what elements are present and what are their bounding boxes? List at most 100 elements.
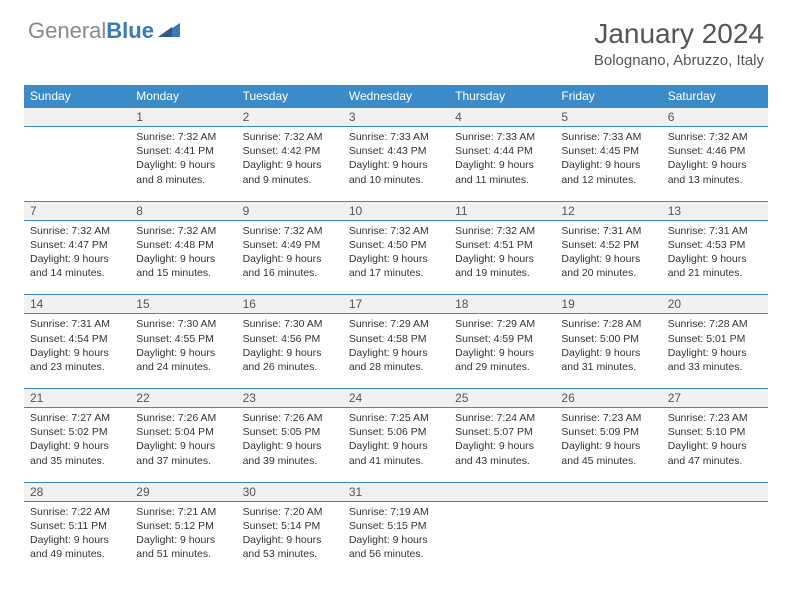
day-cell: Sunrise: 7:28 AMSunset: 5:00 PMDaylight:… [555,314,661,380]
day-number: 10 [343,202,449,220]
sunrise-text: Sunrise: 7:21 AM [136,505,230,519]
day-cell: Sunrise: 7:29 AMSunset: 4:59 PMDaylight:… [449,314,555,380]
day-number: 1 [130,108,236,126]
day-cell: Sunrise: 7:28 AMSunset: 5:01 PMDaylight:… [662,314,768,380]
day-cell: Sunrise: 7:23 AMSunset: 5:09 PMDaylight:… [555,408,661,474]
sunrise-text: Sunrise: 7:32 AM [243,224,337,238]
day-cell: Sunrise: 7:29 AMSunset: 4:58 PMDaylight:… [343,314,449,380]
sunset-text: Sunset: 4:41 PM [136,144,230,158]
weekday-header: Sunday [24,85,130,108]
sunset-text: Sunset: 4:55 PM [136,332,230,346]
sunset-text: Sunset: 4:45 PM [561,144,655,158]
daylight-text: Daylight: 9 hours [136,533,230,547]
sunrise-text: Sunrise: 7:32 AM [243,130,337,144]
sunset-text: Sunset: 5:01 PM [668,332,762,346]
weekday-header: Friday [555,85,661,108]
daylight-text: Daylight: 9 hours [455,252,549,266]
day-number: 9 [237,202,343,220]
daylight-text: and 8 minutes. [136,173,230,187]
daylight-text: and 45 minutes. [561,454,655,468]
sunrise-text: Sunrise: 7:33 AM [349,130,443,144]
day-number: 21 [24,389,130,407]
sunrise-text: Sunrise: 7:27 AM [30,411,124,425]
day-number-row: 21222324252627 [24,389,768,408]
day-cell: Sunrise: 7:22 AMSunset: 5:11 PMDaylight:… [24,502,130,568]
sunrise-text: Sunrise: 7:26 AM [136,411,230,425]
day-content-row: Sunrise: 7:32 AMSunset: 4:41 PMDaylight:… [24,127,768,202]
day-cell: Sunrise: 7:32 AMSunset: 4:42 PMDaylight:… [237,127,343,193]
sunrise-text: Sunrise: 7:29 AM [349,317,443,331]
daylight-text: and 14 minutes. [30,266,124,280]
weekday-header: Thursday [449,85,555,108]
day-cell: Sunrise: 7:31 AMSunset: 4:53 PMDaylight:… [662,221,768,287]
sunset-text: Sunset: 4:54 PM [30,332,124,346]
sunrise-text: Sunrise: 7:33 AM [561,130,655,144]
day-number-row: 28293031... [24,482,768,501]
sunrise-text: Sunrise: 7:32 AM [455,224,549,238]
day-cell: Sunrise: 7:33 AMSunset: 4:44 PMDaylight:… [449,127,555,193]
daylight-text: and 9 minutes. [243,173,337,187]
sunrise-text: Sunrise: 7:33 AM [455,130,549,144]
day-number: 25 [449,389,555,407]
daylight-text: and 37 minutes. [136,454,230,468]
daylight-text: Daylight: 9 hours [349,533,443,547]
daylight-text: and 16 minutes. [243,266,337,280]
sunrise-text: Sunrise: 7:31 AM [668,224,762,238]
daylight-text: Daylight: 9 hours [136,252,230,266]
day-number: 8 [130,202,236,220]
sunrise-text: Sunrise: 7:29 AM [455,317,549,331]
sunrise-text: Sunrise: 7:32 AM [30,224,124,238]
sunset-text: Sunset: 4:56 PM [243,332,337,346]
daylight-text: Daylight: 9 hours [349,158,443,172]
day-number: 27 [662,389,768,407]
daylight-text: Daylight: 9 hours [136,439,230,453]
day-cell: Sunrise: 7:24 AMSunset: 5:07 PMDaylight:… [449,408,555,474]
day-content-row: Sunrise: 7:22 AMSunset: 5:11 PMDaylight:… [24,501,768,575]
daylight-text: and 13 minutes. [668,173,762,187]
daylight-text: Daylight: 9 hours [668,158,762,172]
daylight-text: Daylight: 9 hours [243,252,337,266]
sunrise-text: Sunrise: 7:20 AM [243,505,337,519]
sunrise-text: Sunrise: 7:32 AM [136,130,230,144]
daylight-text: Daylight: 9 hours [668,439,762,453]
day-cell: Sunrise: 7:27 AMSunset: 5:02 PMDaylight:… [24,408,130,474]
daylight-text: Daylight: 9 hours [243,533,337,547]
sunrise-text: Sunrise: 7:24 AM [455,411,549,425]
sunrise-text: Sunrise: 7:32 AM [349,224,443,238]
day-cell: Sunrise: 7:32 AMSunset: 4:48 PMDaylight:… [130,221,236,287]
daylight-text: and 23 minutes. [30,360,124,374]
daylight-text: and 15 minutes. [136,266,230,280]
daylight-text: Daylight: 9 hours [30,252,124,266]
daylight-text: and 41 minutes. [349,454,443,468]
weekday-header-row: Sunday Monday Tuesday Wednesday Thursday… [24,85,768,108]
daylight-text: and 53 minutes. [243,547,337,561]
sunset-text: Sunset: 5:15 PM [349,519,443,533]
day-number: 11 [449,202,555,220]
daylight-text: Daylight: 9 hours [136,346,230,360]
weekday-header: Monday [130,85,236,108]
sunrise-text: Sunrise: 7:32 AM [136,224,230,238]
day-number: 20 [662,295,768,313]
day-cell: Sunrise: 7:21 AMSunset: 5:12 PMDaylight:… [130,502,236,568]
daylight-text: and 33 minutes. [668,360,762,374]
daylight-text: Daylight: 9 hours [668,346,762,360]
day-cell: Sunrise: 7:32 AMSunset: 4:49 PMDaylight:… [237,221,343,287]
day-number: 30 [237,483,343,501]
sunset-text: Sunset: 5:06 PM [349,425,443,439]
day-number: 15 [130,295,236,313]
logo-text-general: General [28,18,106,43]
day-cell: Sunrise: 7:19 AMSunset: 5:15 PMDaylight:… [343,502,449,568]
sunset-text: Sunset: 4:49 PM [243,238,337,252]
day-number: 31 [343,483,449,501]
day-cell: Sunrise: 7:20 AMSunset: 5:14 PMDaylight:… [237,502,343,568]
sunset-text: Sunset: 4:50 PM [349,238,443,252]
daylight-text: Daylight: 9 hours [30,346,124,360]
sunset-text: Sunset: 5:09 PM [561,425,655,439]
daylight-text: Daylight: 9 hours [30,533,124,547]
daylight-text: Daylight: 9 hours [561,252,655,266]
sunrise-text: Sunrise: 7:22 AM [30,505,124,519]
day-cell: Sunrise: 7:31 AMSunset: 4:54 PMDaylight:… [24,314,130,380]
daylight-text: Daylight: 9 hours [349,439,443,453]
daylight-text: and 11 minutes. [455,173,549,187]
daylight-text: and 49 minutes. [30,547,124,561]
